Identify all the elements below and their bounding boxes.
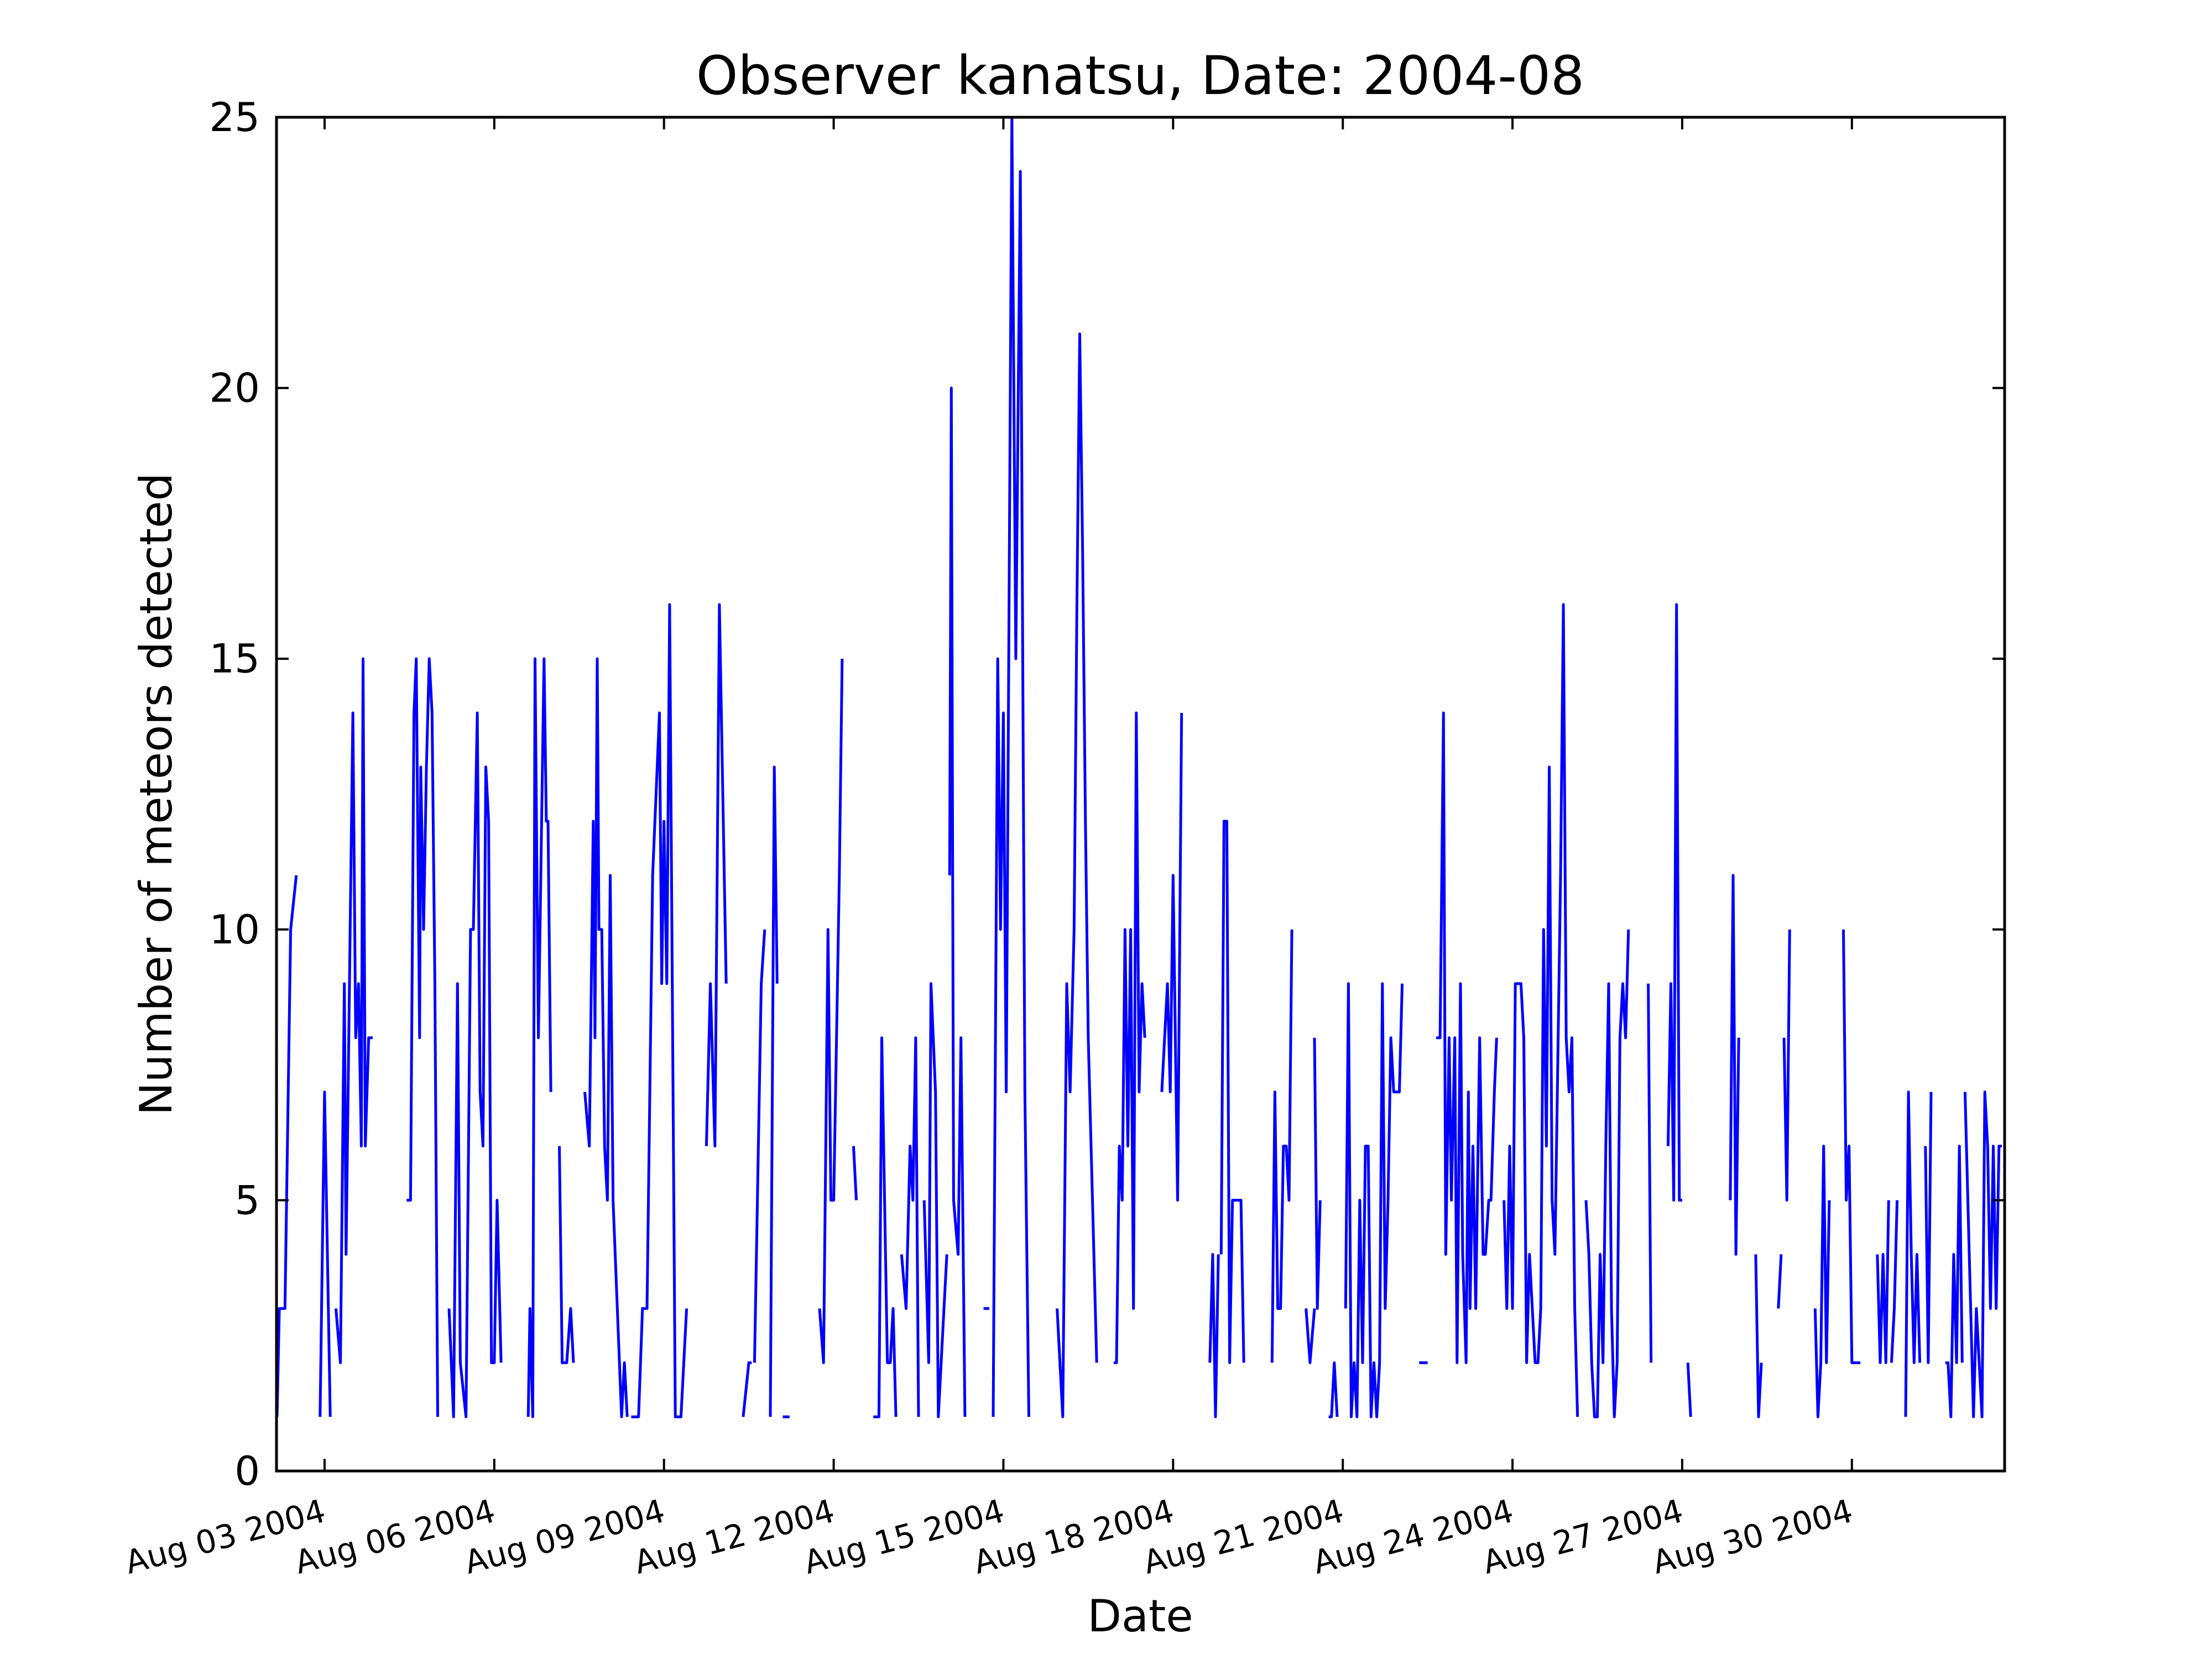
data-line-segment: [818, 659, 844, 1364]
data-line-segment: [1963, 1091, 2002, 1418]
data-line-segment: [1876, 1200, 1890, 1364]
data-line-segment: [1208, 1253, 1220, 1418]
data-line-segment: [1503, 603, 1579, 1417]
data-line-segment: [948, 387, 967, 1417]
data-line-segment: [558, 1146, 575, 1364]
data-line-segment: [1782, 929, 1791, 1202]
data-line-segment: [1777, 1254, 1783, 1309]
data-line-segment: [1305, 1308, 1316, 1364]
data-line-segment: [753, 929, 766, 1363]
y-tick-label: 20: [209, 365, 260, 411]
data-line-segment: [631, 603, 688, 1418]
data-line-segment: [705, 603, 728, 1147]
data-line-segment: [1270, 929, 1293, 1363]
chart-title: Observer kanatsu, Date: 2004-08: [696, 45, 1584, 107]
data-line-segment: [1686, 1363, 1692, 1417]
data-line-segment: [852, 1146, 858, 1201]
x-axis-label: Date: [1087, 1590, 1193, 1642]
data-line-segment: [447, 711, 503, 1418]
data-line-segment: [742, 1361, 752, 1417]
data-line-segment: [1842, 929, 1861, 1364]
data-line-segment: [1945, 1145, 1964, 1418]
data-line-segment: [1113, 711, 1146, 1364]
y-tick-label: 0: [234, 1448, 260, 1494]
data-line-segment: [1890, 1200, 1899, 1363]
data-line-segment: [1666, 603, 1682, 1202]
data-line-segment: [992, 116, 1030, 1417]
data-line-segment: [1647, 983, 1653, 1363]
y-tick-label: 15: [209, 635, 260, 682]
data-line-segment: [1754, 1254, 1763, 1418]
data-line-segment: [873, 1036, 898, 1418]
plot-frame: [275, 116, 2006, 1473]
data-line-segment: [1729, 874, 1740, 1256]
data-line-segment: [1924, 1092, 1933, 1364]
data-line-segment: [583, 657, 629, 1418]
y-tick-label: 25: [209, 94, 260, 140]
data-line-segment: [1813, 1145, 1831, 1418]
data-line-segment: [900, 1036, 920, 1417]
data-line-segment: [1328, 1361, 1339, 1418]
data-line-segment: [526, 657, 552, 1418]
data-line-segment: [334, 657, 373, 1364]
data-line-segment: [1436, 711, 1498, 1364]
data-line-segment: [319, 1091, 332, 1417]
y-tick-label: 10: [209, 906, 260, 953]
data-line-segment: [406, 657, 439, 1417]
data-line-segment: [1584, 929, 1630, 1418]
y-tick-label: 5: [234, 1177, 260, 1223]
data-line-segment: [275, 875, 298, 1417]
data-line-segment: [769, 765, 779, 1417]
data-line-segment: [922, 982, 948, 1418]
data-line-segment: [1313, 1037, 1322, 1310]
data-line-segment: [1219, 820, 1245, 1364]
data-layer: [275, 116, 2002, 1418]
data-line-segment: [1160, 713, 1183, 1202]
data-line-segment: [1344, 982, 1404, 1418]
data-line-segment: [1904, 1091, 1922, 1417]
data-line-segment: [1056, 332, 1098, 1418]
y-axis: 0 5 10 15 20 25: [209, 94, 2005, 1494]
y-axis-label: Number of meteors detected: [131, 473, 182, 1115]
